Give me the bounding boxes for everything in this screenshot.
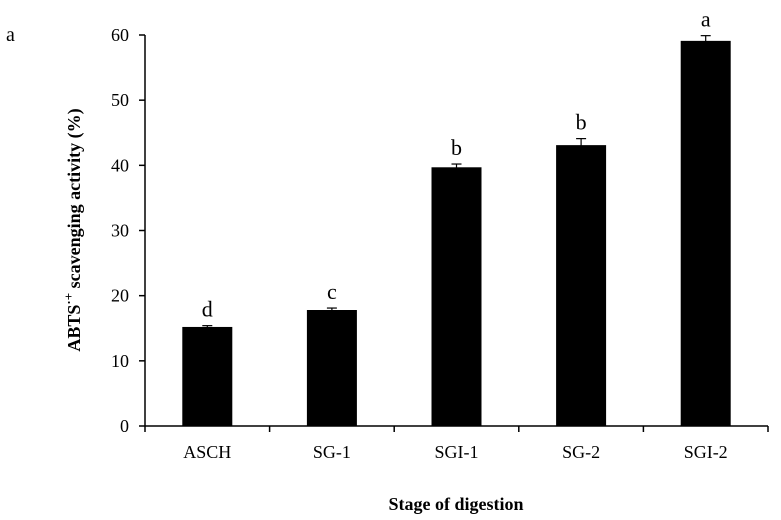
x-tick-label: ASCH	[183, 442, 231, 462]
y-tick-label: 10	[111, 351, 129, 371]
x-tick-label: SG-2	[562, 442, 600, 462]
significance-label: b	[451, 135, 462, 160]
y-tick-label: 50	[111, 90, 129, 110]
panel-label: a	[6, 24, 15, 46]
x-axis-title: Stage of digestion	[389, 494, 524, 514]
y-tick-label: 0	[120, 416, 129, 436]
significance-label: a	[701, 7, 711, 32]
significance-label: c	[327, 279, 337, 304]
y-tick-label: 20	[111, 286, 129, 306]
x-tick-label: SGI-2	[684, 442, 728, 462]
bar	[680, 40, 731, 427]
x-tick-label: SG-1	[313, 442, 351, 462]
significance-label: b	[576, 110, 587, 135]
bar	[306, 310, 357, 426]
y-tick-label: 60	[111, 25, 129, 45]
y-tick-label: 30	[111, 221, 129, 241]
bar	[431, 167, 482, 426]
bar	[556, 145, 607, 427]
y-tick-label: 40	[111, 155, 129, 175]
bar	[182, 326, 233, 426]
y-axis-title: ABTS·+ scavenging activity (%)	[61, 108, 85, 351]
x-tick-label: SGI-1	[435, 442, 479, 462]
significance-label: d	[202, 297, 213, 322]
